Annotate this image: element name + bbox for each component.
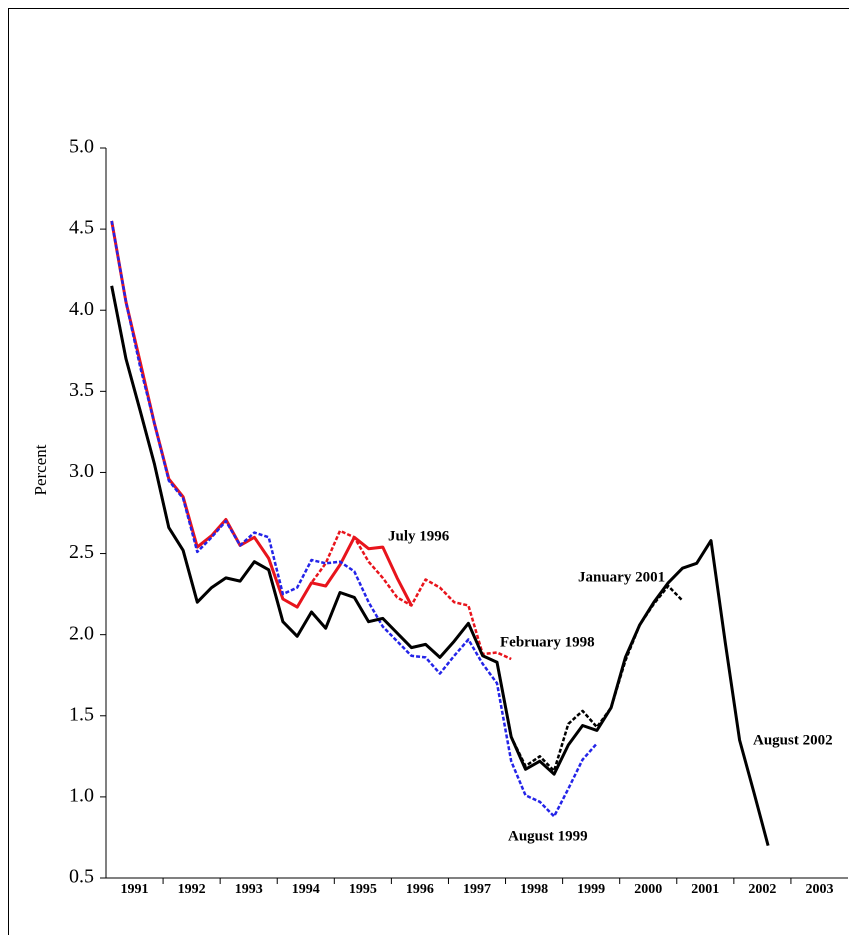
x-tick-label: 1993 bbox=[235, 882, 263, 897]
y-axis-label: Percent bbox=[31, 444, 50, 495]
x-tick-label: 1996 bbox=[406, 882, 434, 897]
x-tick-label: 2003 bbox=[805, 882, 833, 897]
frame bbox=[8, 8, 849, 935]
y-tick-label: 3.0 bbox=[69, 460, 94, 482]
series-line bbox=[110, 285, 770, 846]
x-tick-label: 1999 bbox=[577, 882, 605, 897]
x-tick-label: 2001 bbox=[691, 882, 719, 897]
x-tick-label: 1992 bbox=[178, 882, 206, 897]
x-tick-label: 1995 bbox=[349, 882, 377, 897]
y-tick-label: 1.5 bbox=[69, 703, 94, 725]
y-tick-label: 5.0 bbox=[69, 136, 94, 158]
x-tick-label: 1997 bbox=[463, 882, 491, 897]
series-line bbox=[110, 220, 512, 661]
series-annotation: July 1996 bbox=[388, 528, 450, 544]
y-tick-label: 0.5 bbox=[69, 866, 94, 888]
y-tick-label: 1.0 bbox=[69, 784, 94, 806]
x-tick-label: 1994 bbox=[292, 882, 320, 897]
series-line bbox=[110, 220, 598, 818]
series-annotation: January 2001 bbox=[578, 569, 665, 585]
x-tick-label: 2002 bbox=[748, 882, 776, 897]
x-tick-label: 1991 bbox=[121, 882, 149, 897]
x-tick-label: 2000 bbox=[634, 882, 662, 897]
y-tick-label: 4.0 bbox=[69, 298, 94, 320]
y-tick-label: 2.0 bbox=[69, 622, 94, 644]
y-tick-label: 4.5 bbox=[69, 217, 94, 239]
series-annotation: February 1998 bbox=[500, 634, 595, 650]
y-tick-label: 3.5 bbox=[69, 379, 94, 401]
series-annotation: August 2002 bbox=[753, 732, 833, 748]
y-tick-label: 2.5 bbox=[69, 541, 94, 563]
x-tick-label: 1998 bbox=[520, 882, 548, 897]
series-annotation: August 1999 bbox=[508, 828, 588, 844]
